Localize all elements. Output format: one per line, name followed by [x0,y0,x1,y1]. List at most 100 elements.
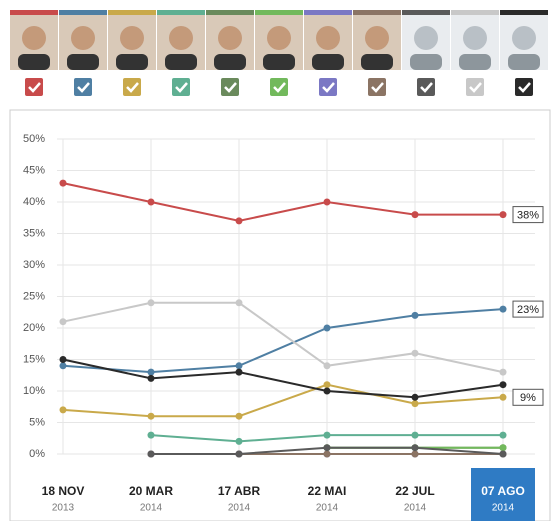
data-point [411,431,419,439]
photo-head [463,26,487,50]
data-point [323,362,331,370]
data-point [235,450,243,458]
checkbox[interactable] [466,78,484,96]
checkmark[interactable] [469,82,482,93]
value-label: 23% [517,304,539,316]
x-tick-label[interactable]: 07 AGO [481,484,525,498]
photo-head [120,26,144,50]
data-point [323,387,331,395]
x-tick-label[interactable]: 22 MAI [308,484,347,498]
y-tick-label: 20% [23,322,45,334]
photo-body [67,54,99,70]
photo-head [71,26,95,50]
checkbox[interactable] [515,78,533,96]
tile-color-bar [157,10,205,15]
data-point [411,211,419,219]
checkmark[interactable] [420,82,433,93]
checkmark[interactable] [273,82,286,93]
x-tick-year: 2013 [52,503,75,514]
data-point [59,356,67,363]
photo-body [459,54,491,70]
series-line [62,308,504,374]
value-label: 9% [520,392,536,404]
data-point [147,450,155,458]
x-tick-year: 2014 [492,503,515,514]
x-tick-label[interactable]: 18 NOV [42,484,85,498]
candidate-toggle[interactable] [466,78,484,96]
series-line [62,358,504,399]
x-tick-year: 2014 [140,503,163,514]
x-tick-year: 2014 [316,503,339,514]
data-point [323,444,331,452]
y-tick-label: 15% [23,353,45,365]
candidate-toggle[interactable] [172,78,190,96]
y-tick-label: 30% [23,259,45,271]
checkbox[interactable] [270,78,288,96]
checkbox[interactable] [221,78,239,96]
tile-color-bar [59,10,107,15]
candidate-toggle[interactable] [368,78,386,96]
checkmark[interactable] [322,82,335,93]
photo-body [18,54,50,70]
candidate-toggle[interactable] [319,78,337,96]
candidate-toggle[interactable] [25,78,43,96]
checkbox[interactable] [74,78,92,96]
checkbox[interactable] [25,78,43,96]
x-tick-label[interactable]: 17 ABR [218,484,261,498]
candidate-toggle[interactable] [270,78,288,96]
data-point [147,299,155,307]
data-point [147,374,155,382]
photo-body [165,54,197,70]
photo-head [316,26,340,50]
photo-body [361,54,393,70]
checkmark[interactable] [126,82,139,93]
tile-color-bar [304,10,352,15]
checkmark[interactable] [224,82,237,93]
data-point [499,305,507,313]
checkmark[interactable] [518,82,531,93]
checkbox[interactable] [319,78,337,96]
data-point [499,450,507,458]
tile-color-bar [255,10,303,15]
photo-head [169,26,193,50]
checkmark[interactable] [175,82,188,93]
checkbox[interactable] [368,78,386,96]
candidate-toggle[interactable] [515,78,533,96]
data-point [235,299,243,307]
data-point [147,412,155,420]
y-tick-label: 40% [23,196,45,208]
photo-head [22,26,46,50]
x-tick-year: 2014 [228,503,251,514]
data-point [499,211,507,219]
candidate-toggle[interactable] [74,78,92,96]
value-label: 38% [517,210,539,222]
checkmark[interactable] [28,82,41,93]
value-label-box [512,388,544,406]
photo-head [414,26,438,50]
checkbox[interactable] [123,78,141,96]
checkmark[interactable] [371,82,384,93]
data-point [235,217,243,225]
tile-color-bar [108,10,156,15]
x-tick-year: 2014 [404,503,427,514]
checkbox[interactable] [172,78,190,96]
y-tick-label: 10% [23,385,45,397]
candidate-toggle[interactable] [417,78,435,96]
tile-color-bar [353,10,401,15]
photo-body [263,54,295,70]
data-point [59,179,67,187]
data-point [411,349,419,357]
tile-color-bar [206,10,254,15]
checkmark[interactable] [77,82,90,93]
y-tick-label: 5% [29,416,45,428]
checkbox[interactable] [417,78,435,96]
photo-head [218,26,242,50]
candidate-toggle[interactable] [123,78,141,96]
data-point [411,311,419,319]
x-tick-label[interactable]: 20 MAR [129,484,173,498]
x-tick-label[interactable]: 22 JUL [395,484,434,498]
data-point [323,431,331,439]
data-point [59,318,67,326]
data-point [499,431,507,439]
candidate-toggle[interactable] [221,78,239,96]
